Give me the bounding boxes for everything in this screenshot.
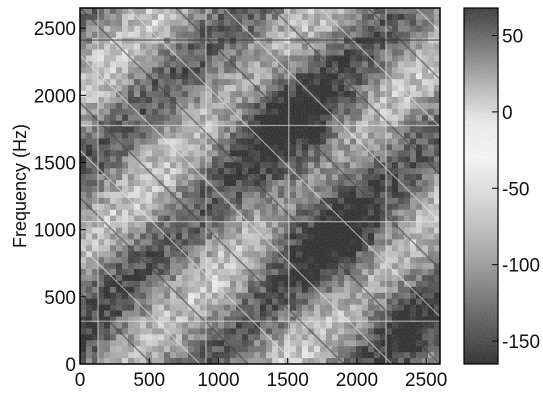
x-tick-label: 1500 — [267, 370, 309, 391]
colorbar: 50 0 -50 -100 -150 — [463, 7, 540, 365]
colorbar-tick-label: -50 — [502, 179, 529, 200]
y-tick-label: 2500 — [34, 19, 76, 40]
colorbar-tick-label: 0 — [502, 103, 513, 124]
y-tick-label: 500 — [44, 288, 76, 309]
y-tick-label: 2000 — [34, 86, 76, 107]
colorbar-ticks: 50 0 -50 -100 -150 — [492, 27, 540, 353]
x-tick-label: 500 — [133, 370, 165, 391]
y-tick-label: 1500 — [34, 153, 76, 174]
y-tick-label: 0 — [65, 355, 76, 376]
heatmap-grain — [80, 8, 440, 364]
colorbar-frame — [463, 7, 499, 365]
heatmap-area — [80, 8, 440, 364]
y-tick-label: 1000 — [34, 221, 76, 242]
plot-frame — [79, 7, 441, 365]
x-tick-label: 2500 — [405, 370, 447, 391]
colorbar-tick-label: -150 — [502, 332, 540, 353]
x-axis: 0 500 1000 1500 2000 2500 — [75, 358, 447, 391]
y-axis: 0 500 1000 1500 2000 2500 — [34, 19, 86, 376]
x-tick-label: 1000 — [197, 370, 239, 391]
colorbar-tick-label: 50 — [502, 27, 523, 48]
x-tick-label: 2000 — [336, 370, 378, 391]
colorbar-grain — [464, 8, 498, 364]
y-axis-label: Frequency (Hz) — [10, 124, 30, 248]
x-tick-label: 0 — [75, 370, 86, 391]
colorbar-tick-label: -100 — [502, 256, 540, 277]
